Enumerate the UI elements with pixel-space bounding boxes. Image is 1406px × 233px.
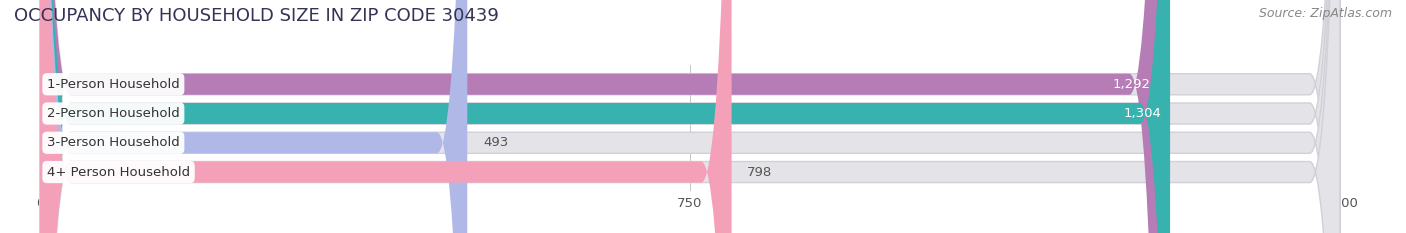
Text: Source: ZipAtlas.com: Source: ZipAtlas.com	[1258, 7, 1392, 20]
Text: 4+ Person Household: 4+ Person Household	[46, 165, 190, 178]
FancyBboxPatch shape	[39, 0, 1340, 233]
FancyBboxPatch shape	[39, 0, 1160, 233]
Text: 1-Person Household: 1-Person Household	[46, 78, 180, 91]
FancyBboxPatch shape	[39, 0, 1170, 233]
Text: 3-Person Household: 3-Person Household	[46, 136, 180, 149]
FancyBboxPatch shape	[39, 0, 731, 233]
Text: 798: 798	[747, 165, 772, 178]
FancyBboxPatch shape	[39, 0, 1340, 233]
Text: OCCUPANCY BY HOUSEHOLD SIZE IN ZIP CODE 30439: OCCUPANCY BY HOUSEHOLD SIZE IN ZIP CODE …	[14, 7, 499, 25]
FancyBboxPatch shape	[39, 0, 467, 233]
FancyBboxPatch shape	[39, 0, 1340, 233]
Text: 1,292: 1,292	[1114, 78, 1152, 91]
Text: 493: 493	[482, 136, 508, 149]
FancyBboxPatch shape	[39, 0, 1340, 233]
Text: 2-Person Household: 2-Person Household	[46, 107, 180, 120]
Text: 1,304: 1,304	[1123, 107, 1161, 120]
